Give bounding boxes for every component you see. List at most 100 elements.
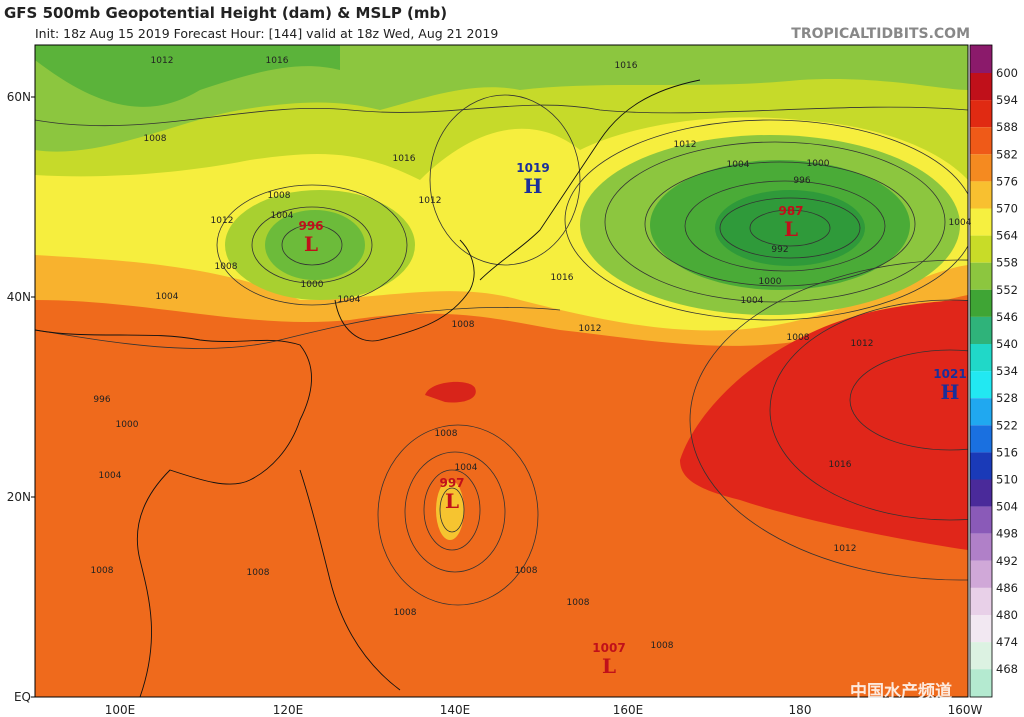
- isobar-label: 1008: [268, 191, 291, 201]
- isobar-label: 1008: [91, 566, 114, 576]
- colorbar-label: 576: [996, 174, 1018, 188]
- isobar-label: 1004: [949, 218, 972, 228]
- center-value: 1019: [516, 161, 549, 175]
- isobar-label: 992: [771, 245, 788, 255]
- lon-label: 160E: [613, 703, 644, 717]
- colorbar-label: 528: [996, 391, 1018, 405]
- center-letter: L: [602, 654, 616, 678]
- lon-label: 160W: [948, 703, 983, 717]
- map-subtitle: Init: 18z Aug 15 2019 Forecast Hour: [14…: [35, 26, 498, 41]
- colorbar-label: 564: [996, 229, 1018, 243]
- colorbar-segment: [970, 316, 992, 344]
- colorbar-label: 594: [996, 93, 1018, 107]
- colorbar-segment: [970, 73, 992, 101]
- isobar-label: 996: [93, 395, 110, 405]
- low-west-558: [265, 210, 365, 280]
- isobar-label: 1008: [435, 429, 458, 439]
- colorbar-segment: [970, 289, 992, 317]
- isobar-label: 1000: [807, 159, 830, 169]
- isobar-label: 1004: [156, 292, 179, 302]
- isobars: [35, 94, 968, 606]
- isobar-label: 1008: [452, 320, 475, 330]
- isobar-label: 1008: [215, 262, 238, 272]
- lon-label: 140E: [440, 703, 471, 717]
- lat-label: 20N: [7, 490, 31, 504]
- coastlines: [35, 79, 701, 697]
- colorbar-top: [970, 45, 992, 73]
- lon-label: 120E: [273, 703, 304, 717]
- colorbar-segment: [970, 262, 992, 290]
- center-value: 997: [439, 476, 464, 490]
- isobar-label: 1012: [211, 216, 234, 226]
- colorbar-label: 474: [996, 635, 1018, 649]
- colorbar-label: 600: [996, 66, 1018, 80]
- isobar-label: 1008: [247, 568, 270, 578]
- colorbar-segment: [970, 615, 992, 643]
- center-value: 987: [778, 204, 803, 218]
- colorbar-label: 558: [996, 256, 1018, 270]
- center-value: 1007: [592, 641, 625, 655]
- isobar-label: 1016: [829, 460, 852, 470]
- isobar-label: 996: [793, 176, 810, 186]
- center-value: 996: [298, 219, 323, 233]
- isobar-label: 1008: [651, 641, 674, 651]
- isobar-label: 1012: [834, 544, 857, 554]
- colorbar-segment: [970, 533, 992, 561]
- colorbar-label: 486: [996, 581, 1018, 595]
- colorbar-segment: [970, 560, 992, 588]
- isobar-label: 1004: [271, 211, 294, 221]
- lat-label: EQ: [14, 690, 31, 704]
- colorbar-segment: [970, 642, 992, 670]
- colorbar-label: 582: [996, 147, 1018, 161]
- lat-label: 60N: [7, 90, 31, 104]
- isobar-label: 1004: [455, 463, 478, 473]
- site-name: TROPICALTIDBITS.COM: [791, 26, 970, 42]
- map-frame: [34, 44, 969, 698]
- colorbar-segment: [970, 100, 992, 128]
- colorbar-segment: [970, 398, 992, 426]
- colorbar-label: 534: [996, 364, 1018, 378]
- center-letter: H: [524, 174, 543, 198]
- colorbar-segment: [970, 371, 992, 399]
- colorbar-segment: [970, 181, 992, 209]
- isobar-label: 1008: [515, 566, 538, 576]
- colorbar-segment: [970, 669, 992, 697]
- isobar-label: 1000: [301, 280, 324, 290]
- colorbar-segment: [970, 127, 992, 155]
- colorbar-segment: [970, 506, 992, 534]
- field-552-west: [35, 45, 340, 107]
- isobar-label: 1012: [674, 140, 697, 150]
- ridge-594: [425, 381, 476, 403]
- isobar-label: 1000: [116, 420, 139, 430]
- colorbar-label: 504: [996, 500, 1018, 514]
- high-east-594: [680, 300, 968, 550]
- colorbar-segment: [970, 344, 992, 372]
- isobar-label: 1016: [551, 273, 574, 283]
- colorbar-segment: [970, 154, 992, 182]
- isobar-label: 1012: [419, 196, 442, 206]
- map-title: GFS 500mb Geopotential Height (dam) & MS…: [4, 4, 447, 22]
- colorbar-label: 552: [996, 283, 1018, 297]
- colorbar-segment: [970, 235, 992, 263]
- lon-label: 100E: [105, 703, 136, 717]
- low-east-546: [715, 190, 865, 266]
- isobar-label: 1016: [615, 61, 638, 71]
- colorbar-label: 540: [996, 337, 1018, 351]
- colorbar-segment: [970, 587, 992, 615]
- colorbar-label: 516: [996, 445, 1018, 459]
- center-letter: L: [304, 232, 318, 256]
- watermark: 中国水产频道: [850, 681, 952, 702]
- colorbar-segment: [970, 208, 992, 236]
- colorbar-label: 522: [996, 418, 1018, 432]
- isobar-label: 1016: [393, 154, 416, 164]
- colorbar-label: 492: [996, 554, 1018, 568]
- isobar-label: 1012: [151, 56, 174, 66]
- field-558: [35, 45, 968, 152]
- isobar-label: 1008: [787, 333, 810, 343]
- colorbar-frame: [969, 44, 993, 698]
- isobar-label: 1016: [266, 56, 289, 66]
- isobar-label: 1012: [579, 324, 602, 334]
- colorbar-label: 468: [996, 662, 1018, 676]
- center-value: 1021: [933, 367, 966, 381]
- isobar-label: 1000: [759, 277, 782, 287]
